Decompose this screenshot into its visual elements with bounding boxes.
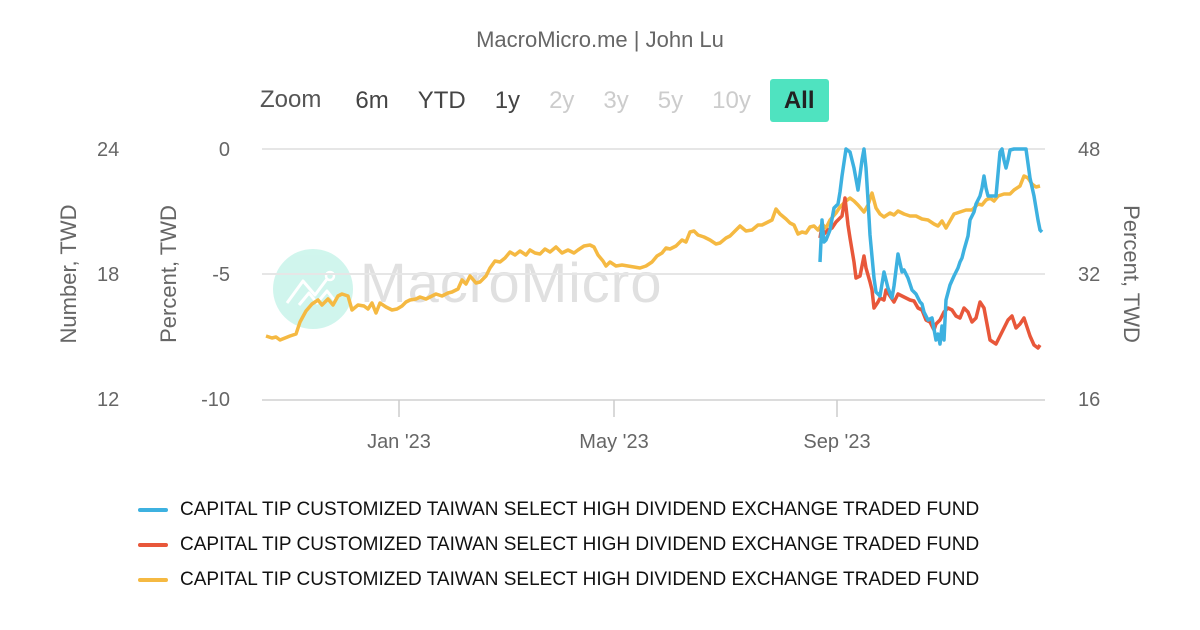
- legend-item-blue-series[interactable]: CAPITAL TIP CUSTOMIZED TAIWAN SELECT HIG…: [138, 492, 979, 527]
- chart-legend: CAPITAL TIP CUSTOMIZED TAIWAN SELECT HIG…: [138, 492, 979, 597]
- legend-swatch-yellow: [138, 577, 168, 582]
- left-inner-tick-bottom: -10: [201, 389, 230, 411]
- legend-label: CAPITAL TIP CUSTOMIZED TAIWAN SELECT HIG…: [180, 568, 980, 590]
- zoom-all-button[interactable]: All: [769, 78, 829, 122]
- macromicro-logo-watermark: [273, 249, 353, 329]
- zoom-10y-button[interactable]: 10y: [712, 86, 751, 114]
- left-outer-tick-bottom: 12: [97, 389, 120, 411]
- series-blue-line[interactable]: [818, 147, 1044, 346]
- zoom-1y-button[interactable]: 1y: [494, 86, 521, 114]
- zoom-range-selector: Zoom 6m YTD 1y 2y 3y 5y 10y All: [260, 78, 838, 122]
- right-tick-mid: 32: [1078, 264, 1101, 286]
- legend-swatch-blue: [138, 507, 168, 512]
- legend-swatch-red: [138, 542, 168, 547]
- legend-label: CAPITAL TIP CUSTOMIZED TAIWAN SELECT HIG…: [180, 498, 980, 520]
- series-red-line[interactable]: [818, 196, 1042, 350]
- right-tick-top: 48: [1078, 139, 1101, 161]
- legend-label: CAPITAL TIP CUSTOMIZED TAIWAN SELECT HIG…: [180, 533, 980, 555]
- left-inner-tick-top: 0: [218, 139, 230, 161]
- x-tick-label-may-23: May '23: [579, 431, 649, 453]
- series-yellow-line[interactable]: [265, 174, 1041, 342]
- zoom-6m-button[interactable]: 6m: [355, 86, 389, 114]
- zoom-5y-button[interactable]: 5y: [657, 86, 684, 114]
- left-outer-tick-top: 24: [97, 139, 120, 161]
- zoom-2y-button[interactable]: 2y: [549, 86, 575, 114]
- legend-item-yellow-series[interactable]: CAPITAL TIP CUSTOMIZED TAIWAN SELECT HIG…: [138, 562, 979, 597]
- chart-credit: MacroMicro.me | John Lu: [476, 27, 724, 52]
- chart-logo-icon: [285, 270, 337, 306]
- zoom-3y-button[interactable]: 3y: [603, 86, 629, 114]
- x-tick-label-sep-23: Sep '23: [803, 431, 871, 453]
- zoom-ytd-button[interactable]: YTD: [417, 86, 466, 114]
- zoom-label: Zoom: [260, 86, 322, 113]
- x-tick-label-jan-23: Jan '23: [367, 431, 431, 453]
- legend-item-red-series[interactable]: CAPITAL TIP CUSTOMIZED TAIWAN SELECT HIG…: [138, 527, 979, 562]
- right-tick-bottom: 16: [1078, 389, 1101, 411]
- left-outer-tick-mid: 18: [97, 264, 120, 286]
- left-inner-tick-mid: -5: [212, 264, 230, 286]
